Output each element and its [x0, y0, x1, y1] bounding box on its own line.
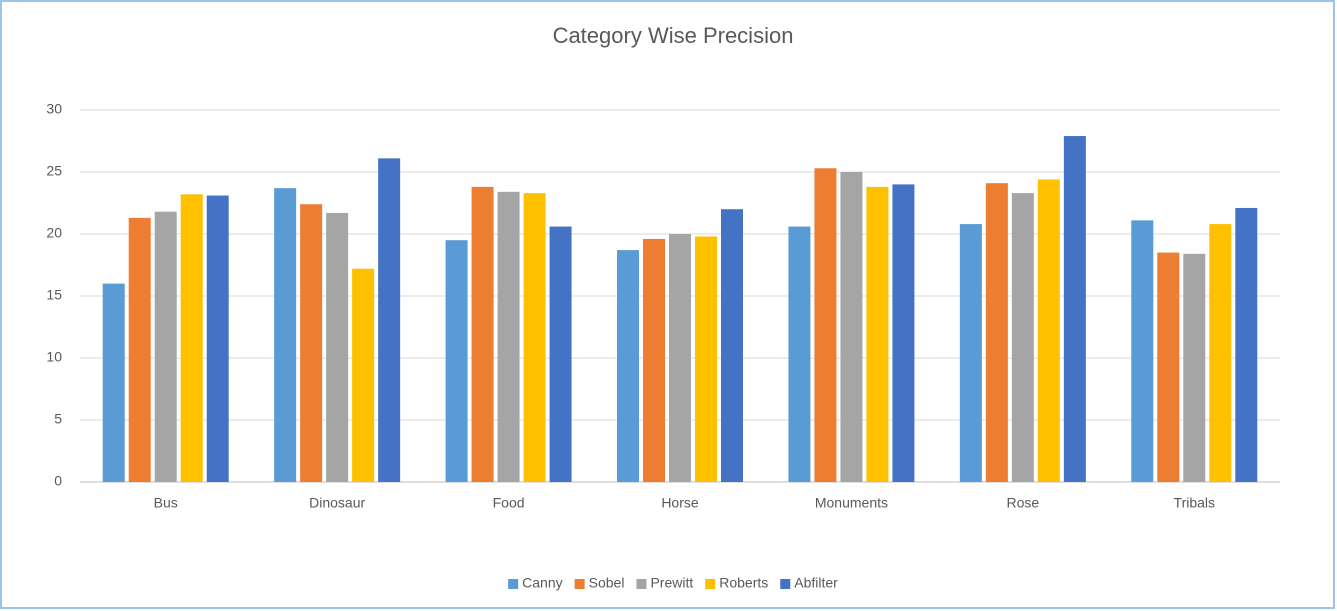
- bar: [154, 211, 177, 482]
- bar: [523, 193, 546, 482]
- bar: [892, 184, 915, 482]
- legend-label: Prewitt: [650, 575, 693, 591]
- bar: [695, 236, 717, 482]
- bar: [300, 204, 323, 483]
- bar: [274, 188, 297, 482]
- bar: [326, 212, 349, 483]
- bar: [497, 191, 520, 482]
- chart-title: Category Wise Precision: [553, 23, 794, 48]
- legend-swatch: [780, 579, 791, 589]
- bar: [206, 195, 229, 482]
- legend-swatch: [636, 579, 647, 589]
- y-tick-label: 5: [54, 411, 62, 427]
- bar: [352, 268, 375, 482]
- legend-swatch: [508, 579, 519, 589]
- x-tick-label: Rose: [1007, 495, 1040, 511]
- y-tick-label: 15: [46, 287, 62, 303]
- bar: [721, 209, 743, 482]
- x-tick-label: Tribals: [1174, 495, 1216, 511]
- bar: [471, 186, 494, 482]
- bar: [1131, 220, 1154, 483]
- bar: [1063, 136, 1086, 483]
- bar: [643, 238, 665, 482]
- bar: [866, 186, 889, 482]
- y-tick-label: 30: [46, 101, 62, 117]
- bar: [814, 168, 837, 482]
- y-tick-label: 0: [54, 473, 62, 489]
- bar: [180, 194, 203, 482]
- bar: [1209, 224, 1232, 482]
- legend-swatch: [705, 579, 716, 589]
- legend-swatch: [574, 579, 585, 589]
- bar: [549, 226, 572, 482]
- x-tick-label: Food: [493, 495, 525, 511]
- bar: [788, 226, 811, 482]
- bar: [1183, 253, 1206, 482]
- bar: [445, 240, 468, 482]
- y-tick-label: 10: [46, 349, 62, 365]
- bar: [1037, 179, 1060, 482]
- legend-label: Abfilter: [794, 575, 838, 591]
- bar: [1157, 252, 1180, 482]
- bar: [1011, 193, 1034, 482]
- bar: [840, 172, 863, 482]
- bar: [985, 183, 1008, 482]
- bar: [102, 283, 125, 482]
- bar: [669, 234, 691, 482]
- bar: [378, 158, 401, 483]
- legend-label: Canny: [522, 575, 562, 591]
- x-tick-label: Monuments: [815, 495, 888, 511]
- y-tick-label: 25: [46, 163, 62, 179]
- bar: [128, 217, 151, 482]
- x-tick-label: Dinosaur: [309, 495, 365, 511]
- legend-label: Sobel: [589, 575, 625, 591]
- y-tick-label: 20: [46, 225, 62, 241]
- bar: [1235, 207, 1258, 482]
- legend-label: Roberts: [719, 575, 768, 591]
- x-tick-label: Horse: [661, 495, 699, 511]
- x-tick-label: Bus: [154, 495, 178, 511]
- bar: [959, 224, 982, 482]
- bar: [617, 250, 639, 482]
